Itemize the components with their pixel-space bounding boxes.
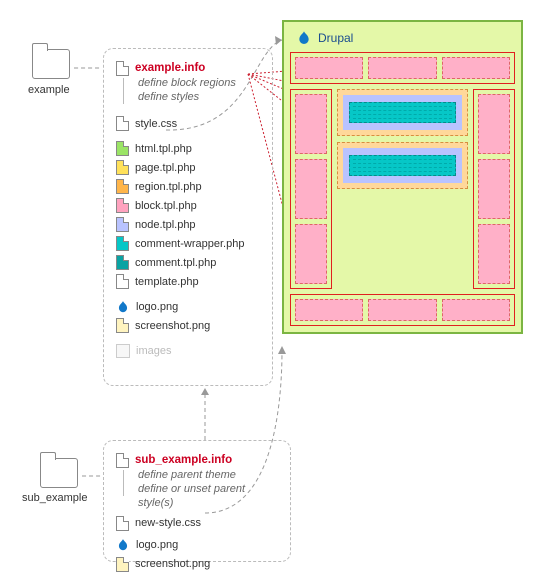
tpl-filename: page.tpl.php: [135, 162, 196, 174]
file-icon: [116, 453, 129, 468]
info-note: define styles: [138, 91, 260, 105]
block: [442, 299, 510, 321]
info-note: define parent theme: [138, 469, 278, 483]
folder-label-sub: sub_example: [22, 492, 87, 504]
region-right: [473, 89, 515, 289]
style-filename: style.css: [135, 118, 177, 130]
drupal-icon: [116, 538, 130, 552]
file-icon: [116, 179, 129, 194]
node-inner: [343, 148, 462, 183]
region-top: [290, 52, 515, 84]
folder-label-example: example: [28, 84, 70, 96]
tpl-filename: node.tpl.php: [135, 219, 196, 231]
file-icon: [116, 116, 129, 131]
drupal-layout-panel: Drupal: [282, 20, 523, 334]
style-filename: new-style.css: [135, 517, 201, 529]
drupal-icon: [296, 30, 312, 46]
file-icon: [116, 274, 129, 289]
drupal-icon: [116, 300, 130, 314]
screenshot-filename: screenshot.png: [135, 320, 210, 332]
file-icon: [116, 217, 129, 232]
tpl-row: page.tpl.php: [116, 159, 260, 177]
file-icon: [116, 160, 129, 175]
comment-wrapper: [349, 102, 456, 123]
block: [295, 94, 327, 154]
folder-icon: [32, 49, 70, 79]
logo-filename: logo.png: [136, 301, 178, 313]
block: [442, 57, 510, 79]
block: [295, 57, 363, 79]
images-folder: images: [136, 345, 171, 357]
tpl-row: region.tpl.php: [116, 178, 260, 196]
tpl-row: template.php: [116, 273, 260, 291]
block: [368, 299, 436, 321]
comment: [353, 114, 452, 119]
node: [337, 142, 468, 189]
block: [478, 224, 510, 284]
block: [295, 159, 327, 219]
logo-filename: logo.png: [136, 539, 178, 551]
file-icon: [116, 141, 129, 156]
tpl-filename: block.tpl.php: [135, 200, 197, 212]
file-icon: [116, 61, 129, 76]
file-icon: [116, 198, 129, 213]
tpl-filename: region.tpl.php: [135, 181, 202, 193]
tpl-filename: comment.tpl.php: [135, 257, 216, 269]
example-group: example.info define block regions define…: [103, 48, 273, 386]
node: [337, 89, 468, 136]
region-bottom: [290, 294, 515, 326]
block: [295, 224, 327, 284]
folder-icon: [116, 344, 130, 358]
tpl-row: node.tpl.php: [116, 216, 260, 234]
panel-title: Drupal: [318, 31, 353, 45]
tpl-row: block.tpl.php: [116, 197, 260, 215]
sub-example-group: sub_example.info define parent theme def…: [103, 440, 291, 562]
comment: [353, 106, 452, 111]
region-left: [290, 89, 332, 289]
file-icon: [116, 255, 129, 270]
info-note: define or unset parent style(s): [138, 483, 278, 511]
comment-wrapper: [349, 155, 456, 176]
tpl-row: html.tpl.php: [116, 140, 260, 158]
tpl-filename: comment-wrapper.php: [135, 238, 244, 250]
folder-icon: [40, 458, 78, 488]
comment: [353, 167, 452, 172]
tpl-filename: template.php: [135, 276, 199, 288]
info-note: define block regions: [138, 77, 260, 91]
info-filename: example.info: [135, 62, 205, 74]
block: [368, 57, 436, 79]
comment: [353, 159, 452, 164]
tpl-row: comment-wrapper.php: [116, 235, 260, 253]
tpl-filename: html.tpl.php: [135, 143, 192, 155]
file-icon: [116, 516, 129, 531]
node-inner: [343, 95, 462, 130]
block: [478, 159, 510, 219]
screenshot-filename: screenshot.png: [135, 558, 210, 570]
file-icon: [116, 236, 129, 251]
block: [478, 94, 510, 154]
info-filename: sub_example.info: [135, 454, 232, 466]
tpl-row: comment.tpl.php: [116, 254, 260, 272]
file-icon: [116, 318, 129, 333]
block: [295, 299, 363, 321]
